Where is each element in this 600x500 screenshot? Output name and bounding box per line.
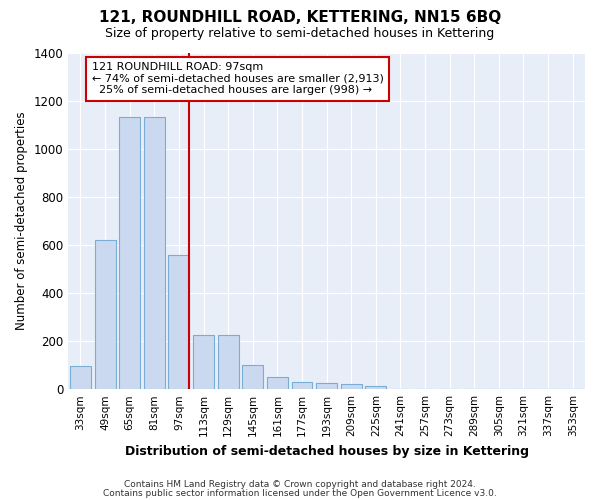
Bar [169, 254, 190, 389]
Text: Size of property relative to semi-detached houses in Kettering: Size of property relative to semi-detach… [106, 28, 494, 40]
Y-axis label: Number of semi-detached properties: Number of semi-detached properties [15, 112, 28, 330]
X-axis label: Distribution of semi-detached houses by size in Kettering: Distribution of semi-detached houses by … [125, 444, 529, 458]
Text: Contains public sector information licensed under the Open Government Licence v3: Contains public sector information licen… [103, 488, 497, 498]
Bar [267, 377, 288, 389]
Text: 121 ROUNDHILL ROAD: 97sqm
← 74% of semi-detached houses are smaller (2,913)
  25: 121 ROUNDHILL ROAD: 97sqm ← 74% of semi-… [92, 62, 383, 96]
Text: 121, ROUNDHILL ROAD, KETTERING, NN15 6BQ: 121, ROUNDHILL ROAD, KETTERING, NN15 6BQ [99, 10, 501, 25]
Bar [242, 365, 263, 389]
Bar [119, 118, 140, 389]
Bar [95, 240, 116, 389]
Bar [292, 382, 313, 389]
Bar [316, 383, 337, 389]
Bar [218, 335, 239, 389]
Text: Contains HM Land Registry data © Crown copyright and database right 2024.: Contains HM Land Registry data © Crown c… [124, 480, 476, 489]
Bar [144, 118, 165, 389]
Bar [70, 366, 91, 389]
Bar [365, 386, 386, 389]
Bar [193, 335, 214, 389]
Bar [341, 384, 362, 389]
